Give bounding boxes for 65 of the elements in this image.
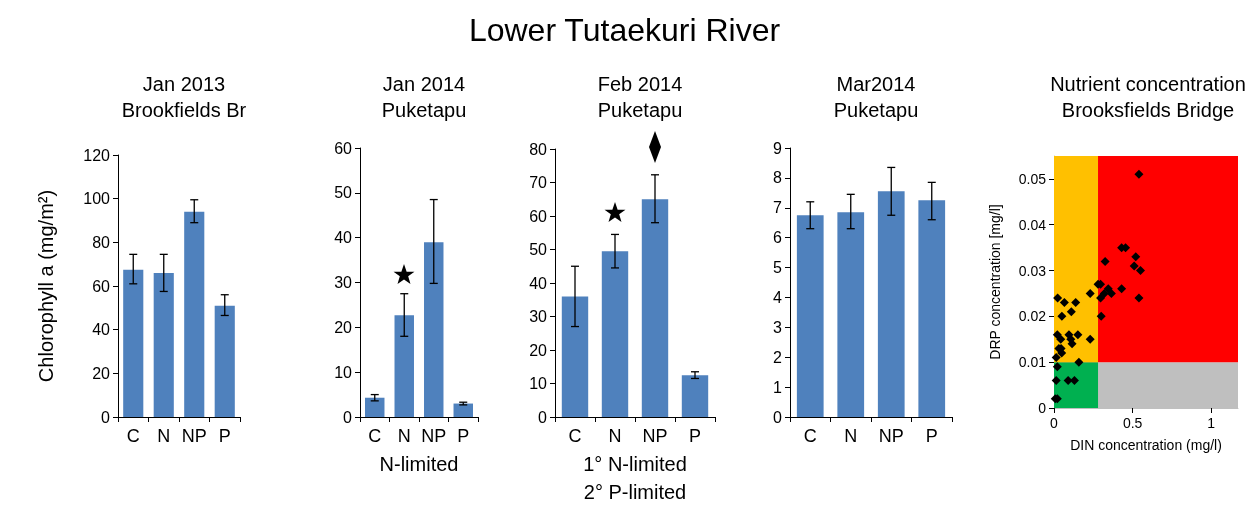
- y-tick-label: 0.02: [1018, 308, 1047, 325]
- y-tick-label: 5: [773, 259, 783, 277]
- y-tick-label: 40: [334, 229, 353, 247]
- x-tick-label: 0: [1050, 415, 1059, 431]
- x-axis-title: N-limited: [379, 452, 459, 475]
- y-tick-label: 0.01: [1018, 354, 1047, 371]
- y-tick-label: 40: [529, 274, 548, 292]
- y-tick-label: 120: [83, 146, 111, 164]
- x-tick-label: NP: [421, 426, 447, 446]
- x-tick-label: N: [844, 426, 858, 446]
- y-tick-label: 4: [773, 288, 783, 306]
- y-tick-label: 6: [773, 229, 783, 247]
- x-tick-label: N: [157, 426, 171, 446]
- x-tick-label: 1: [1207, 415, 1216, 431]
- y-tick-label: 8: [773, 169, 783, 187]
- x-tick-label: C: [568, 426, 582, 446]
- x-tick-label: N: [608, 426, 622, 446]
- y-tick-label: 40: [92, 321, 111, 339]
- y-tick-label: 9: [773, 139, 783, 157]
- chart-title: Mar2014 Puketapu: [833, 73, 919, 121]
- x-tick-label: NP: [878, 426, 904, 446]
- x-tick-label: P: [925, 426, 938, 446]
- text: Lower Tutaekuri River: [467, 12, 782, 49]
- x-tick-label: C: [126, 426, 140, 446]
- y-tick-label: 100: [83, 190, 111, 208]
- y-tick-label: 20: [334, 318, 353, 336]
- x-tick-label: P: [688, 426, 702, 446]
- y-tick-label: 50: [529, 241, 548, 258]
- y-tick-label: 20: [529, 341, 548, 359]
- y-axis-title: Chlorophyll a (mg/m²): [35, 189, 57, 383]
- y-tick-label: 0.03: [1018, 262, 1047, 279]
- x-tick-label: NP: [642, 426, 668, 446]
- x-tick-label: 0.5: [1122, 415, 1143, 431]
- y-tick-label: 0: [1038, 400, 1047, 416]
- y-tick-label: 80: [92, 233, 111, 251]
- x-tick-label: P: [218, 426, 231, 446]
- y-tick-label: 0.04: [1018, 216, 1047, 233]
- y-tick-label: 30: [529, 308, 548, 325]
- y-tick-label: 50: [334, 184, 353, 202]
- y-tick-label: 70: [529, 174, 548, 191]
- x-axis-title: DIN concentration (mg/l): [1070, 437, 1222, 453]
- x-axis-title: 1° N-limited 2° P-limited: [583, 452, 687, 503]
- chart-title: Jan 2013 Brookfields Br: [121, 73, 247, 121]
- y-tick-label: 3: [773, 318, 783, 336]
- y-tick-label: 1: [773, 378, 783, 396]
- x-tick-label: C: [803, 426, 817, 446]
- y-tick-label: 80: [529, 140, 548, 158]
- y-tick-label: 60: [529, 207, 548, 225]
- y-tick-label: 10: [334, 363, 353, 381]
- x-tick-label: C: [368, 426, 382, 446]
- y-tick-label: 20: [92, 364, 111, 382]
- y-tick-label: 60: [92, 277, 111, 295]
- chart-title: Jan 2014 Puketapu: [381, 73, 467, 121]
- y-tick-label: 30: [334, 274, 353, 291]
- chart-title: Feb 2014 Puketapu: [597, 73, 683, 121]
- x-tick-label: P: [457, 426, 470, 446]
- y-tick-label: 10: [529, 375, 548, 392]
- y-tick-label: 2: [773, 348, 783, 366]
- x-tick-label: N: [397, 426, 411, 446]
- y-tick-label: 60: [334, 139, 353, 157]
- y-tick-label: 0.05: [1018, 170, 1047, 187]
- x-tick-label: NP: [181, 426, 207, 446]
- y-tick-label: 7: [773, 199, 783, 217]
- y-axis-title: DRP concentration [mg/l]: [987, 204, 1003, 360]
- chart-title: Nutrient concentration Brooksfields Bridge: [1050, 73, 1246, 121]
